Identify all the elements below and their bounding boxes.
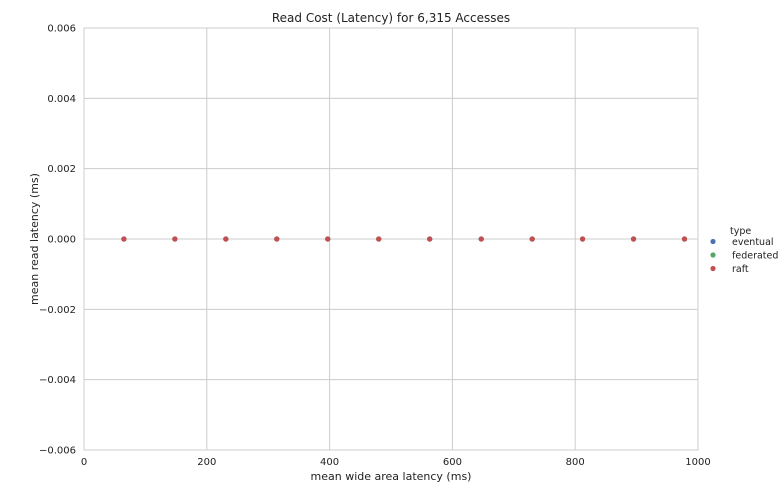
x-tick-label: 400 — [320, 457, 339, 468]
data-point-raft — [121, 236, 127, 242]
x-tick-label: 0 — [81, 457, 87, 468]
y-tick-label: −0.004 — [39, 375, 76, 386]
y-axis-label: mean read latency (ms) — [28, 173, 41, 305]
tick-labels: 0 200 400 600 800 1000 −0.006 −0.004 −0.002 0.000… — [39, 24, 711, 469]
legend-marker-federated — [710, 252, 716, 258]
y-tick-label: 0.006 — [47, 24, 76, 35]
x-tick-label: 1000 — [685, 457, 710, 468]
data-point-raft — [478, 236, 484, 242]
data-point-raft — [630, 236, 637, 242]
legend-label-raft: raft — [732, 264, 749, 275]
data-points — [121, 236, 688, 242]
data-point-raft — [376, 236, 382, 242]
y-tick-label: 0.004 — [47, 94, 76, 105]
legend-marker-eventual — [710, 238, 716, 245]
chart-title: Read Cost (Latency) for 6,315 Accesses — [272, 11, 510, 25]
legend-label-federated: federated — [732, 251, 778, 262]
legend-label-eventual: eventual — [732, 237, 774, 248]
x-tick-label: 800 — [566, 457, 585, 468]
x-tick-label: 600 — [443, 457, 462, 468]
y-tick-label: 0.002 — [47, 164, 76, 175]
data-point-raft — [579, 236, 586, 242]
legend: type eventual federated raft — [710, 226, 778, 275]
x-axis-label: mean wide area latency (ms) — [311, 470, 472, 483]
data-point-raft — [172, 236, 178, 242]
data-point-raft — [529, 236, 535, 242]
x-tick-label: 200 — [197, 457, 216, 468]
legend-title: type — [730, 226, 751, 237]
data-point-raft — [427, 236, 433, 242]
data-point-raft — [274, 236, 280, 242]
data-point-raft — [325, 236, 331, 242]
data-point-raft — [223, 236, 229, 242]
y-tick-label: −0.002 — [39, 305, 76, 316]
data-point-raft — [681, 236, 688, 242]
legend-marker-raft — [710, 265, 716, 272]
plot-frame — [83, 27, 699, 451]
y-tick-label: 0.000 — [47, 235, 76, 246]
y-tick-label: −0.006 — [39, 446, 76, 457]
